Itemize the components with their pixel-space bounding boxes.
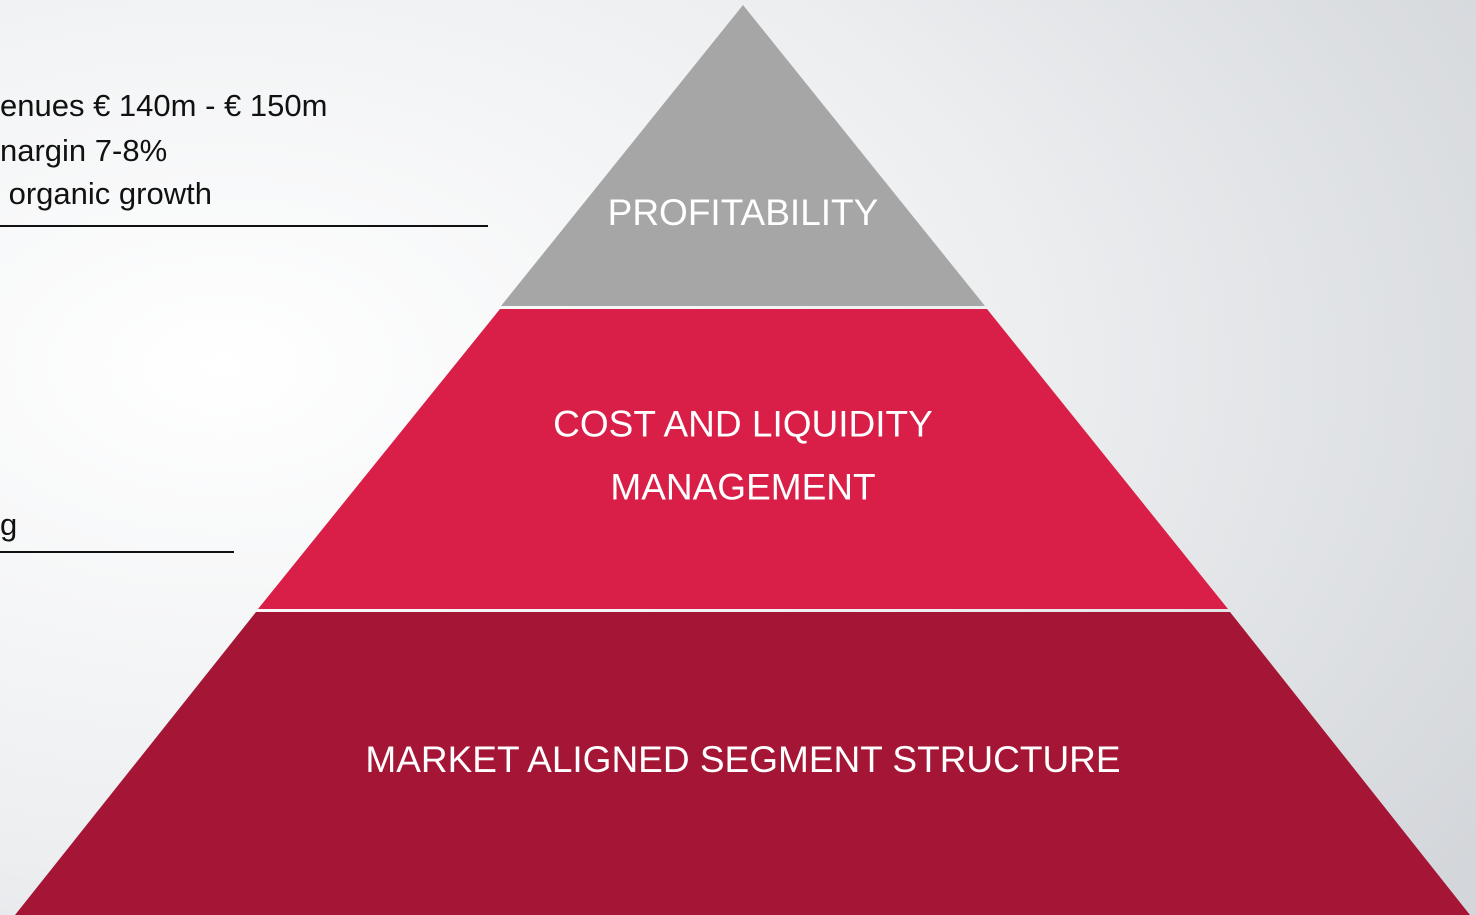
pyramid-middle (258, 309, 1228, 609)
left-text: organic growth (0, 176, 212, 211)
level-label: PROFITABILITY (608, 192, 879, 233)
left-text: g (0, 507, 17, 542)
pyramid-bottom (15, 612, 1470, 915)
pyramid-top (501, 5, 985, 306)
left-text: enues € 140m - € 150m (0, 88, 327, 123)
left-text: nargin 7-8% (0, 133, 167, 168)
level-label: MANAGEMENT (610, 466, 875, 507)
level-label: COST AND LIQUIDITY (553, 403, 933, 444)
pyramid-labels: PROFITABILITY COST AND LIQUIDITY MANAGEMEN… (365, 192, 1120, 780)
level-label: MARKET ALIGNED SEGMENT STRUCTURE (365, 739, 1120, 780)
